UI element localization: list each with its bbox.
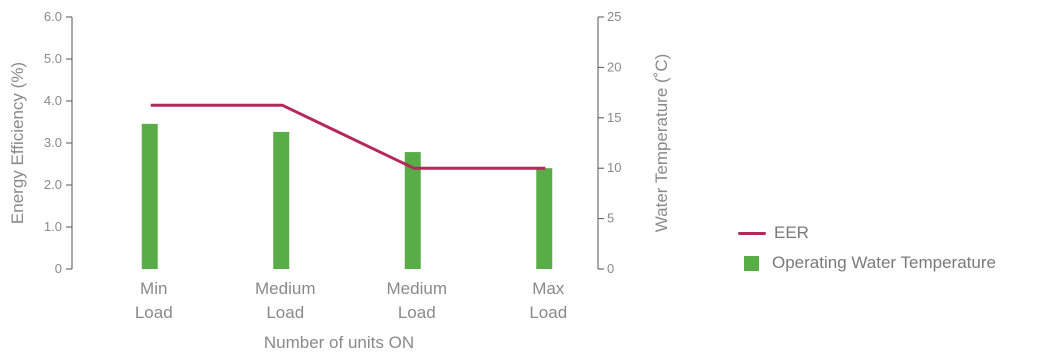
- x-axis-title: Number of units ON: [264, 333, 414, 352]
- legend-line-swatch: [738, 231, 766, 235]
- category-label: Min Load: [135, 279, 173, 322]
- water-temp-bar: [273, 131, 290, 269]
- eer-series-line: [150, 103, 546, 170]
- category-label: Medium Load: [255, 279, 315, 322]
- right-y-axis-title: Water Temperature (˚C): [652, 54, 671, 233]
- left-y-axis: 0 1.0 2.0 3.0 4.0 5.0 6.0: [44, 9, 73, 276]
- bars: [141, 123, 553, 270]
- eer-line: [150, 103, 546, 170]
- category-label-line: Load: [529, 303, 567, 322]
- left-tick-label: 0: [55, 261, 62, 276]
- left-y-axis-title: Energy Efficiency (%): [8, 62, 27, 224]
- left-tick-label: 6.0: [44, 9, 62, 24]
- x-axis-categories: Min Load Medium Load Medium Load Max Load: [135, 279, 567, 322]
- left-tick-label: 4.0: [44, 93, 62, 108]
- category-label-line: Load: [398, 303, 436, 322]
- right-tick-label: 5: [607, 211, 614, 226]
- left-tick-label: 2.0: [44, 177, 62, 192]
- left-tick-label: 5.0: [44, 51, 62, 66]
- category-label-line: Medium: [255, 279, 315, 298]
- right-tick-label: 0: [607, 261, 614, 276]
- right-y-axis: 0 5 10 15 20 25: [597, 9, 621, 276]
- legend-label-water-temp: Operating Water Temperature: [772, 253, 996, 272]
- legend-bar-swatch: [744, 255, 759, 271]
- right-tick-label: 25: [607, 9, 621, 24]
- category-label-line: Min: [140, 279, 167, 298]
- category-label: Max Load: [529, 279, 567, 322]
- category-label-line: Medium: [387, 279, 447, 298]
- category-label: Medium Load: [387, 279, 447, 322]
- water-temp-bar: [141, 123, 158, 270]
- right-tick-label: 20: [607, 59, 621, 74]
- category-label-line: Load: [266, 303, 304, 322]
- right-tick-label: 15: [607, 110, 621, 125]
- water-temp-bar: [536, 168, 553, 269]
- water-temp-bar: [404, 152, 421, 269]
- left-tick-label: 3.0: [44, 135, 62, 150]
- category-label-line: Load: [135, 303, 173, 322]
- category-label-line: Max: [532, 279, 565, 298]
- right-tick-label: 10: [607, 160, 621, 175]
- legend-label-eer: EER: [774, 223, 809, 242]
- left-tick-label: 1.0: [44, 219, 62, 234]
- legend-item-eer: EER: [738, 218, 996, 248]
- legend: EER Operating Water Temperature: [738, 218, 996, 278]
- legend-item-water-temp: Operating Water Temperature: [738, 248, 996, 278]
